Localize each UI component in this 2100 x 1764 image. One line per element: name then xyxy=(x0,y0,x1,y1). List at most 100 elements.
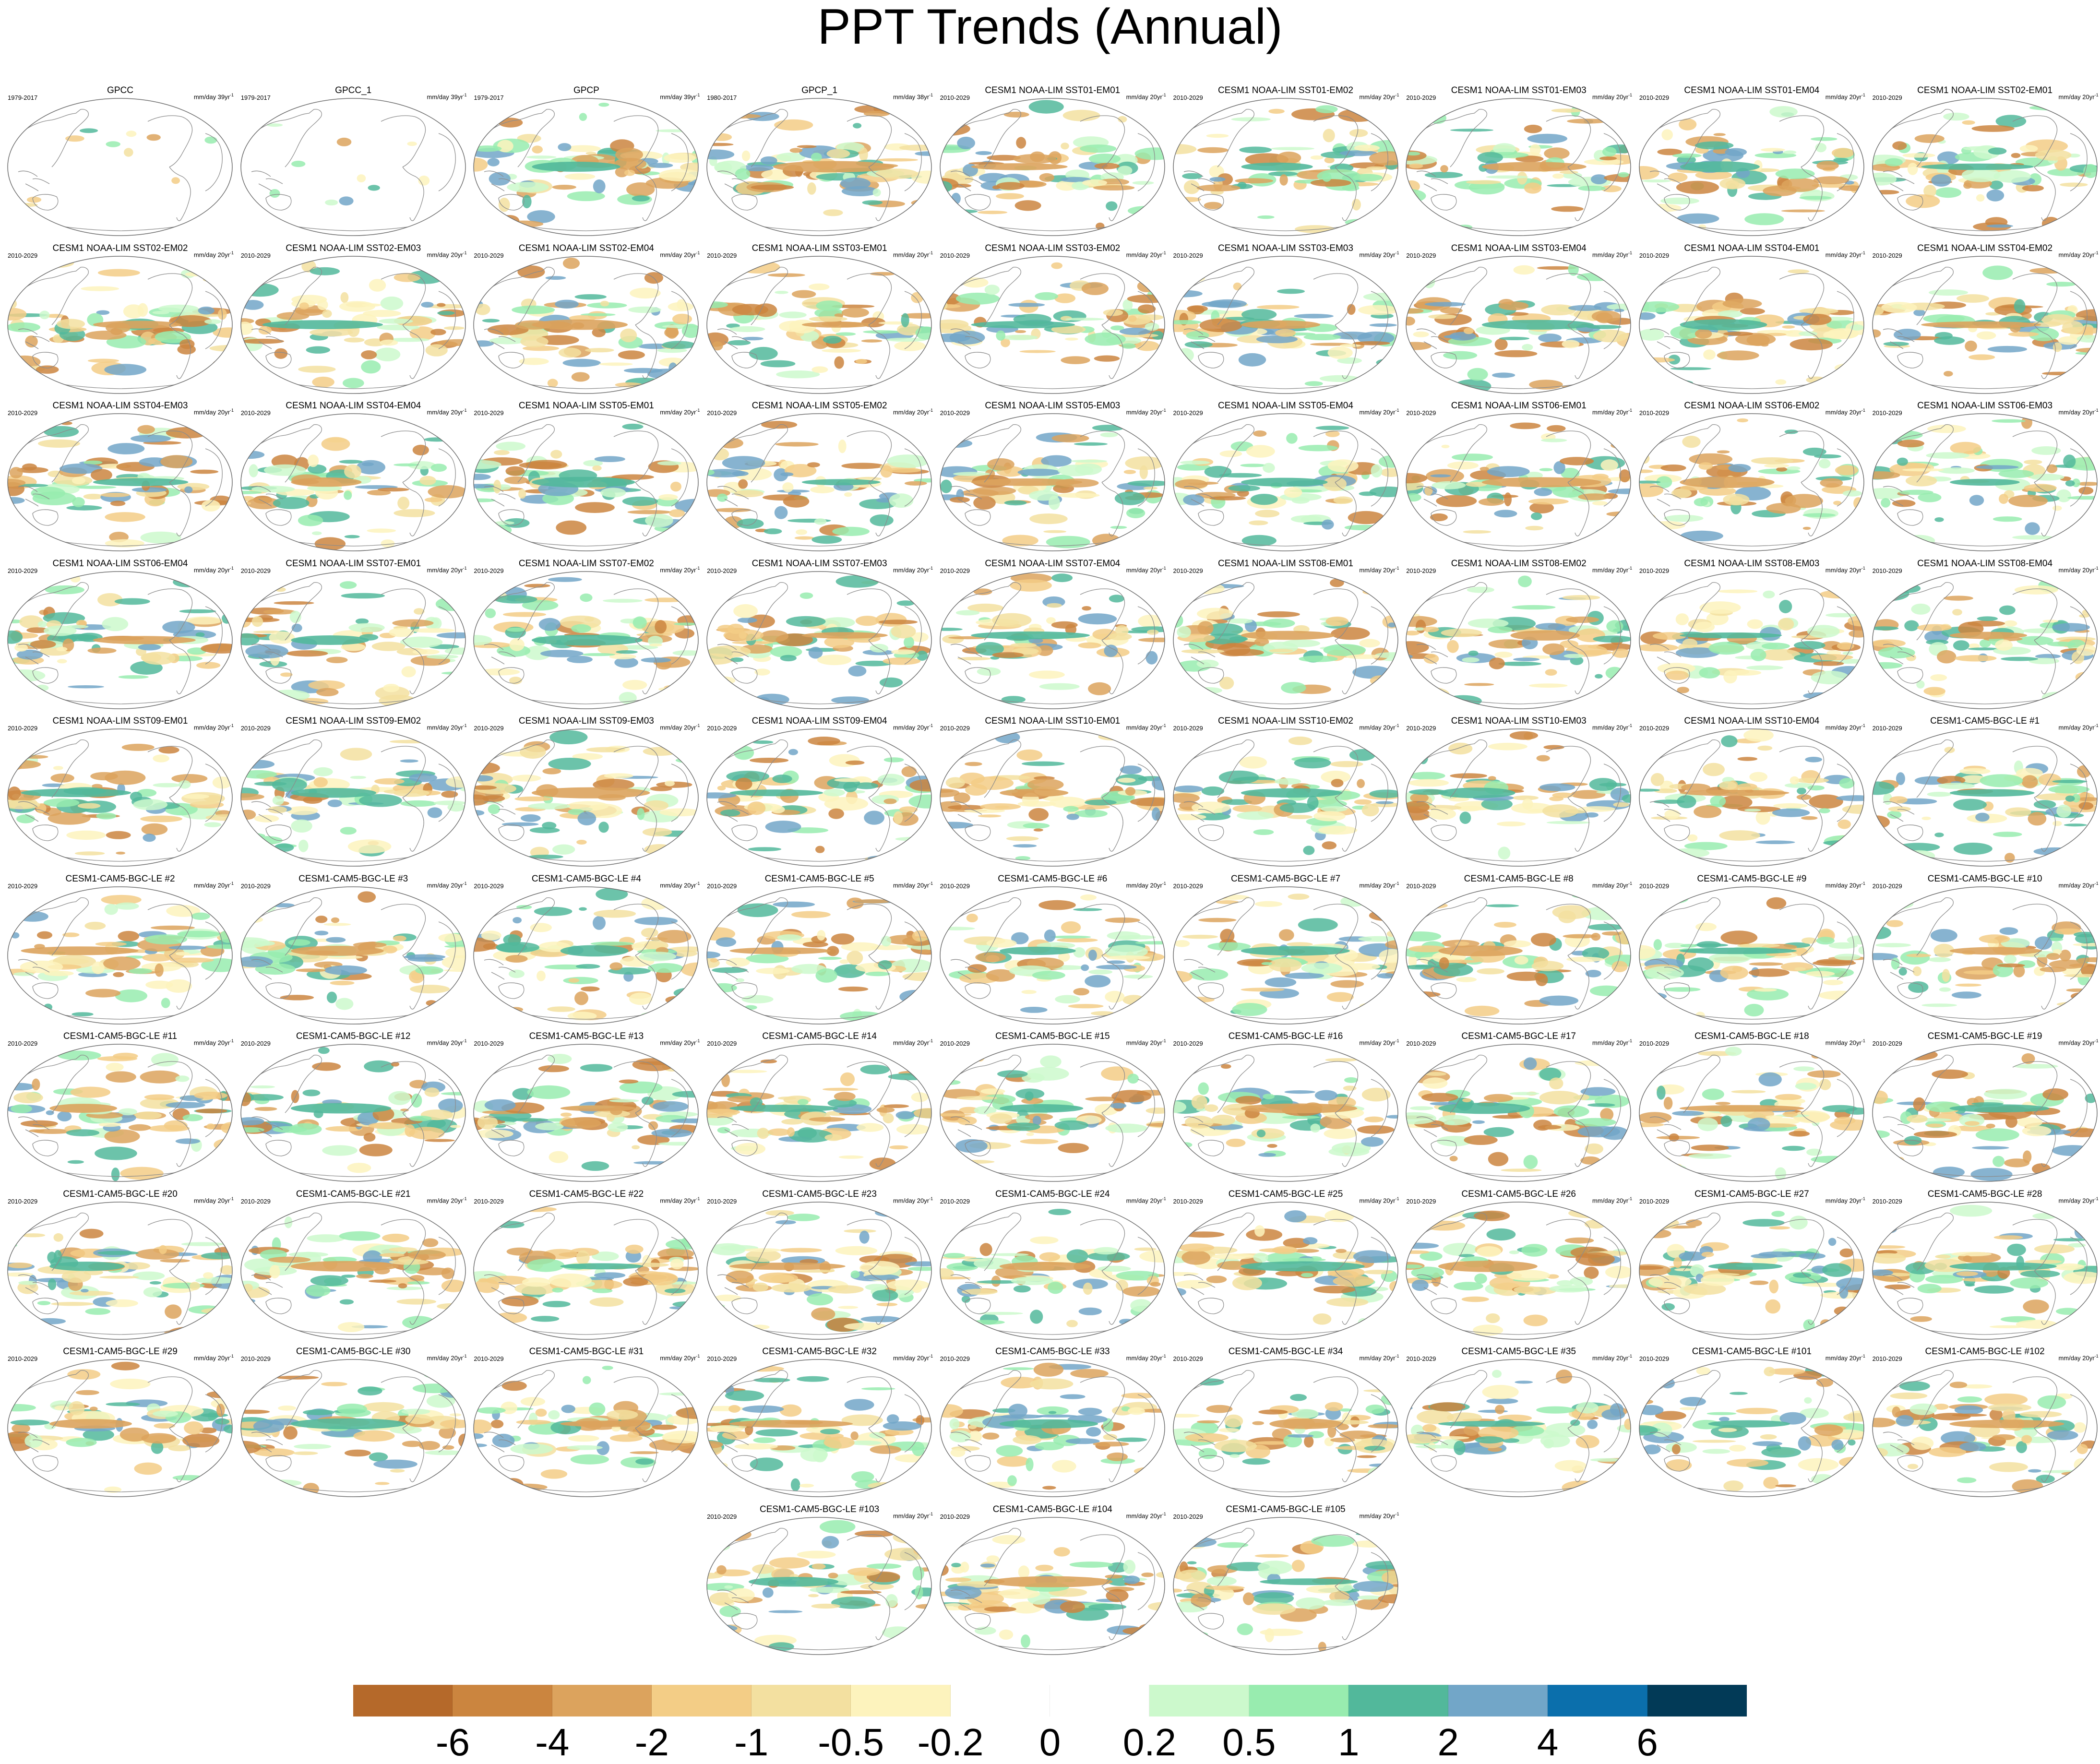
trend-patch xyxy=(823,209,843,216)
trend-patch xyxy=(1772,809,1810,817)
trend-patch xyxy=(1778,618,1794,630)
trend-patch xyxy=(726,957,750,966)
trend-patch xyxy=(115,902,139,909)
trend-patch xyxy=(1353,174,1383,181)
trend-patch xyxy=(1029,490,1058,501)
coastline xyxy=(1664,825,1690,841)
trend-patch xyxy=(1642,179,1671,182)
trend-patch xyxy=(1267,1144,1277,1148)
trend-patch xyxy=(1186,331,1209,339)
trend-patch xyxy=(1256,335,1297,343)
trend-patch xyxy=(1149,591,1159,600)
trend-patch xyxy=(191,912,210,919)
trend-patch xyxy=(1288,894,1309,900)
trend-patch xyxy=(1363,293,1402,301)
trend-patch xyxy=(1676,613,1689,625)
trend-patch xyxy=(1871,639,1905,647)
coastline xyxy=(1897,1009,2073,1019)
trend-patch xyxy=(764,528,782,534)
trend-patch xyxy=(96,812,116,819)
coastline xyxy=(247,1055,322,1113)
trend-patch xyxy=(951,1160,994,1164)
trend-patch xyxy=(1057,938,1098,942)
trend-patch xyxy=(104,1130,140,1144)
trend-patch xyxy=(335,998,353,1010)
trend-patch xyxy=(1785,494,1823,508)
trend-patch xyxy=(1979,934,2010,943)
map-plot xyxy=(1402,883,1635,1027)
coastline xyxy=(1431,825,1456,841)
coastline xyxy=(33,983,58,999)
trend-patch xyxy=(768,1129,790,1136)
trend-patch xyxy=(177,930,220,937)
trend-patch xyxy=(1717,350,1759,360)
trend-patch xyxy=(1432,481,1466,489)
trend-patch xyxy=(1414,743,1429,753)
trend-patch xyxy=(331,917,339,923)
trend-patch xyxy=(1802,513,1836,517)
trend-patch xyxy=(1529,683,1568,688)
coastline xyxy=(266,983,291,999)
trend-patch xyxy=(1749,968,1790,977)
trend-patch xyxy=(738,617,757,622)
trend-patch xyxy=(518,489,526,499)
trend-patch xyxy=(394,273,420,282)
trend-patch xyxy=(158,304,198,312)
trend-patch xyxy=(1181,683,1196,687)
trend-patch xyxy=(962,277,988,287)
trend-patch xyxy=(1937,650,1956,663)
map-plot xyxy=(1169,883,1402,1027)
trend-patch xyxy=(147,134,161,141)
trend-patch xyxy=(839,1156,864,1159)
trend-patch xyxy=(1304,381,1323,386)
trend-patch xyxy=(1057,493,1099,498)
trend-patch xyxy=(239,420,253,434)
trend-patch xyxy=(1591,933,1601,941)
trend-patch xyxy=(817,930,825,941)
trend-patch xyxy=(1577,273,1615,281)
trend-patch xyxy=(179,609,216,613)
trend-patch xyxy=(1026,1067,1069,1081)
trend-patch xyxy=(6,322,40,332)
trend-patch xyxy=(1480,467,1489,471)
trend-patch xyxy=(1141,888,1169,902)
trend-patch xyxy=(860,1065,890,1074)
trend-patch xyxy=(1094,355,1120,361)
trend-patch xyxy=(1044,930,1056,942)
trend-patch xyxy=(1976,194,1984,202)
trend-patch xyxy=(92,961,105,974)
trend-patch xyxy=(1096,965,1136,969)
coastline xyxy=(169,640,191,694)
trend-patch xyxy=(1268,649,1293,652)
map-plot xyxy=(936,95,1169,239)
trend-patch xyxy=(143,834,155,842)
trend-patch xyxy=(424,1087,439,1097)
trend-patch xyxy=(388,1091,411,1105)
trend-patch xyxy=(1494,350,1537,357)
trend-patch xyxy=(1241,535,1276,547)
trend-patch xyxy=(720,810,740,816)
trend-patch xyxy=(1253,430,1266,437)
trend-patch xyxy=(717,1127,730,1133)
trend-patch xyxy=(1566,956,1604,962)
trend-patch xyxy=(1729,496,1743,505)
trend-patch xyxy=(783,495,810,508)
trend-patch xyxy=(585,617,594,622)
trend-patch xyxy=(1348,511,1384,524)
coastline xyxy=(1431,221,1606,231)
map-frame xyxy=(241,98,465,236)
trend-patch xyxy=(938,593,954,604)
trend-patch xyxy=(68,1160,84,1164)
equatorial-trend-band xyxy=(1241,631,1335,640)
trend-patch xyxy=(629,306,662,313)
coastline xyxy=(148,746,192,798)
trend-patch xyxy=(1187,305,1208,312)
trend-patch xyxy=(1403,514,1422,523)
trend-patch xyxy=(392,619,433,627)
trend-patch xyxy=(1409,164,1423,168)
